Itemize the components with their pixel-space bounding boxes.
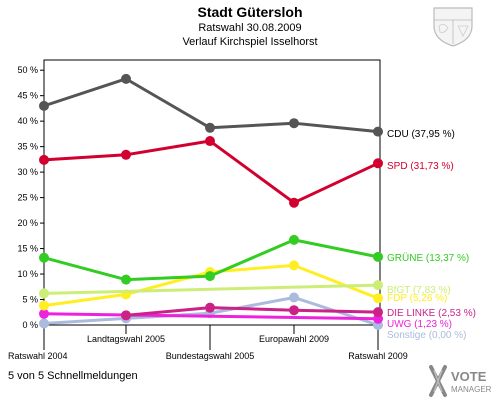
- series-end-label: DIE LINKE (2,53 %): [387, 308, 476, 319]
- y-tick-label: 50 %: [17, 65, 38, 75]
- data-point-gr-ne: [373, 251, 383, 262]
- footer-note: 5 von 5 Schnellmeldungen: [8, 370, 138, 382]
- x-tick-label: Landtagswahl 2005: [87, 334, 165, 344]
- x-tick-label: Ratswahl 2004: [8, 351, 68, 361]
- data-point-spd: [373, 158, 383, 169]
- data-point-cdu: [373, 126, 383, 137]
- data-point-cdu: [289, 118, 299, 129]
- data-point-die-linke: [373, 307, 383, 318]
- data-point-cdu: [39, 100, 49, 111]
- data-point-fdp: [39, 300, 49, 311]
- logo-text-2: MANAGER: [451, 385, 492, 394]
- logo-text-1: VOTE: [451, 369, 487, 384]
- data-point-fdp: [373, 293, 383, 304]
- series-line-die-linke: [125, 306, 379, 317]
- series-end-label: BfGT (7,83 %): [387, 285, 451, 296]
- chart-title: Stadt Gütersloh: [197, 4, 303, 20]
- data-point-gr-ne: [205, 271, 215, 282]
- y-tick-label: 45 %: [17, 91, 38, 101]
- coat-of-arms-icon: [433, 7, 473, 47]
- data-point-cdu: [121, 73, 131, 84]
- chart-header: Stadt Gütersloh Ratswahl 30.08.2009 Verl…: [0, 4, 500, 49]
- y-tick-label: 5 %: [22, 295, 38, 305]
- y-tick-label: 35 %: [17, 142, 38, 152]
- data-point-spd: [121, 149, 131, 160]
- data-point-die-linke: [289, 305, 299, 316]
- data-point-spd: [205, 136, 215, 147]
- data-point-spd: [289, 197, 299, 208]
- y-axis: 0 % 5 % 10 % 15 % 20 % 25 % 30 % 35 % 40 % 45 % 50…: [17, 65, 44, 330]
- series-end-label: SPD (31,73 %): [387, 161, 454, 172]
- series-end-label: FDP (5,26 %): [387, 293, 447, 304]
- data-point-sonstige: [39, 318, 49, 329]
- y-tick-label: 40 %: [17, 116, 38, 126]
- vote-manager-logo: VOTE MANAGER: [429, 365, 492, 397]
- series-group: [39, 73, 383, 330]
- data-point-cdu: [205, 122, 215, 133]
- x-tick-label: Europawahl 2009: [259, 334, 329, 344]
- x-tick-label: Bundestagswahl 2005: [166, 351, 255, 361]
- data-point-bfgt: [39, 288, 49, 299]
- data-point-gr-ne: [39, 252, 49, 263]
- data-point-fdp: [289, 260, 299, 271]
- data-point-spd: [39, 154, 49, 165]
- y-tick-label: 15 %: [17, 244, 38, 254]
- series-line-bfgt: [43, 283, 379, 295]
- data-point-bfgt: [373, 280, 383, 291]
- x-axis: Ratswahl 2004 Landtagswahl 2005Bundestags…: [8, 325, 408, 361]
- series-end-label: UWG (1,23 %): [387, 319, 452, 330]
- series-end-label: Sonstige (0,00 %): [387, 330, 467, 341]
- series-end-label: CDU (37,95 %): [387, 129, 455, 140]
- y-tick-label: 30 %: [17, 167, 38, 177]
- vote-manager-x-icon: [429, 365, 447, 397]
- series-end-label: GRÜNE (13,37 %): [387, 252, 469, 264]
- plot-frame: [43, 59, 381, 326]
- y-tick-label: 20 %: [17, 218, 38, 228]
- y-tick-label: 10 %: [17, 269, 38, 279]
- data-point-gr-ne: [289, 234, 299, 245]
- series-labels: CDU (37,95 %) SPD (31,73 %) GRÜNE (13,37 %…: [387, 129, 476, 341]
- data-point-gr-ne: [121, 274, 131, 285]
- series-line-uwg: [43, 312, 379, 321]
- chart-subtitle: Ratswahl 30.08.2009: [198, 22, 302, 34]
- data-point-sonstige: [289, 292, 299, 303]
- chart-subtitle-2: Verlauf Kirchspiel Isselhorst: [182, 36, 318, 48]
- data-point-uwg: [39, 308, 49, 319]
- data-point-die-linke: [121, 310, 131, 321]
- data-point-die-linke: [205, 302, 215, 313]
- x-tick-label: Ratswahl 2009: [348, 351, 408, 361]
- series-line-spd: [43, 139, 379, 205]
- y-tick-label: 0 %: [22, 320, 38, 330]
- y-tick-label: 25 %: [17, 193, 38, 203]
